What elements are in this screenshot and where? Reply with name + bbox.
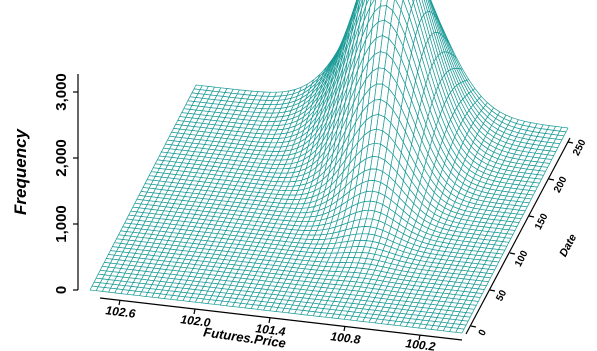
x-tick-102.6: [118, 299, 121, 306]
z-tick-label-2000: 2,000: [53, 139, 70, 177]
y-tick-200: [548, 178, 555, 181]
z-tick-label-3000: 3,000: [53, 73, 70, 111]
y-tick-100: [509, 252, 516, 255]
x-tick-100.8: [343, 325, 346, 332]
y-axis-line: [465, 137, 571, 335]
x-tick-102.0: [193, 308, 196, 315]
y-tick-label-150: 150: [533, 211, 551, 231]
x-axis-line: [99, 297, 463, 341]
y-tick-label-50: 50: [494, 288, 509, 303]
x-tick-label-101.4: 101.4: [255, 321, 287, 339]
mesh-cell: [455, 327, 465, 334]
y-tick-150: [528, 215, 535, 218]
surface-mesh: [89, 0, 569, 334]
x-tick-100.2: [418, 334, 421, 341]
x-tick-label-100.2: 100.2: [405, 336, 437, 351]
z-tick-label-1000: 1,000: [53, 205, 70, 243]
x-tick-101.4: [268, 317, 271, 324]
y-tick-250: [567, 141, 574, 144]
y-tick-label-0: 0: [477, 327, 490, 337]
x-tick-label-100.8: 100.8: [330, 329, 362, 347]
y-axis-label: Date: [557, 232, 579, 259]
z-axis-label: Frequency: [11, 127, 30, 215]
y-tick-label-100: 100: [513, 248, 531, 268]
z-tick-label-0: 0: [53, 286, 70, 294]
y-tick-50: [489, 289, 496, 292]
y-tick-label-200: 200: [552, 174, 570, 194]
y-tick-0: [470, 325, 477, 328]
y-tick-label-250: 250: [571, 137, 589, 157]
x-tick-label-102.6: 102.6: [105, 303, 137, 321]
x-tick-label-102.0: 102.0: [180, 312, 212, 330]
